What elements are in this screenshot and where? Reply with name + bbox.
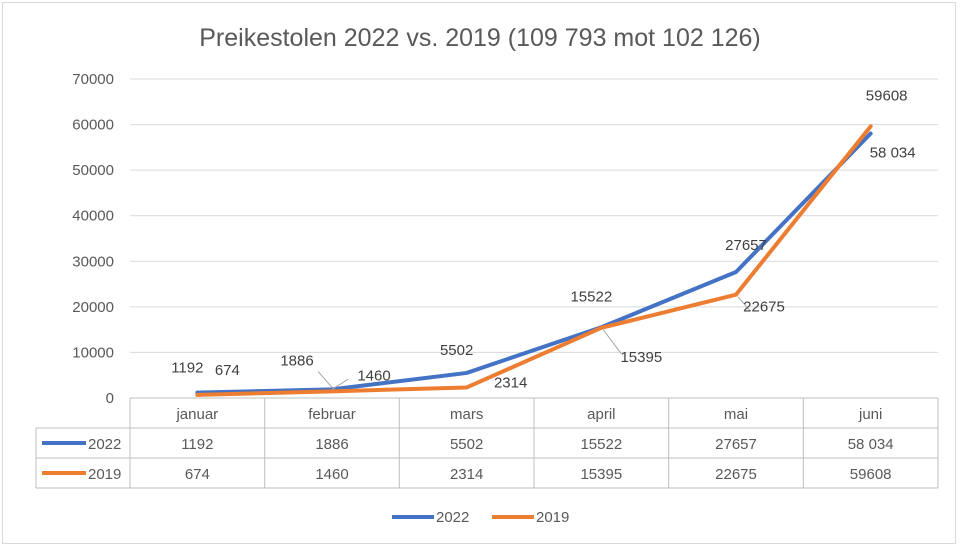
data-label: 5502: [440, 342, 473, 359]
legend-label: 2019: [536, 509, 569, 526]
y-tick-label: 20000: [72, 299, 114, 316]
leader-line: [602, 329, 622, 355]
data-label: 2314: [494, 374, 527, 391]
legend-label: 2022: [436, 509, 469, 526]
category-label: juni: [858, 406, 882, 423]
series-line-2019: [195, 124, 873, 397]
table-cell: 22675: [715, 466, 757, 483]
series-line-2022: [195, 131, 873, 395]
data-label: 58 034: [870, 145, 916, 162]
data-label: 22675: [743, 299, 785, 316]
data-label: 15522: [570, 288, 612, 305]
table-cell: 1886: [315, 436, 348, 453]
table-cell: 58 034: [848, 436, 894, 453]
table-cell: 674: [185, 466, 210, 483]
data-table: januar februar mars april mai juni 2022 1192 188…: [35, 397, 939, 489]
y-tick-label: 30000: [72, 253, 114, 270]
table-cell: 15522: [580, 436, 622, 453]
data-label: 59608: [866, 87, 908, 104]
data-label: 1460: [357, 367, 390, 384]
leader-line: [737, 296, 751, 311]
table-series-name: 2019: [88, 466, 121, 483]
series-lines: [195, 124, 873, 397]
table-cell: 15395: [580, 466, 622, 483]
data-labels: 1192 1886 5502 15522 27657 58 034 674 1460 2314 1…: [171, 87, 915, 391]
y-tick-label: 50000: [72, 162, 114, 179]
table-cell: 5502: [450, 436, 483, 453]
table-cell: 2314: [450, 466, 483, 483]
table-cell: 59608: [850, 466, 892, 483]
category-label: februar: [308, 406, 356, 423]
data-label: 27657: [725, 237, 767, 254]
legend: 2022 2019: [392, 509, 569, 526]
category-label: januar: [175, 406, 218, 423]
y-tick-label: 0: [106, 390, 114, 407]
y-axis: 0 10000 20000 30000 40000 50000 60000 70000: [72, 71, 114, 407]
category-label: april: [587, 406, 615, 423]
y-tick-label: 60000: [72, 117, 114, 134]
chart-title: Preikestolen 2022 vs. 2019 (109 793 mot …: [199, 24, 761, 52]
data-label: 1886: [280, 352, 313, 369]
y-tick-label: 40000: [72, 208, 114, 225]
leader-line: [317, 371, 333, 388]
y-tick-label: 70000: [72, 71, 114, 88]
table-series-name: 2022: [88, 436, 121, 453]
category-label: mars: [450, 406, 483, 423]
data-label: 1192: [171, 360, 203, 377]
data-label: 674: [215, 362, 240, 379]
data-label: 15395: [620, 349, 662, 366]
y-tick-label: 10000: [72, 344, 114, 361]
table-cell: 1192: [181, 436, 213, 453]
gridlines: [130, 78, 938, 353]
leader-line: [331, 378, 349, 390]
table-cell: 27657: [715, 436, 757, 453]
category-label: mai: [724, 406, 748, 423]
table-cell: 1460: [315, 466, 348, 483]
